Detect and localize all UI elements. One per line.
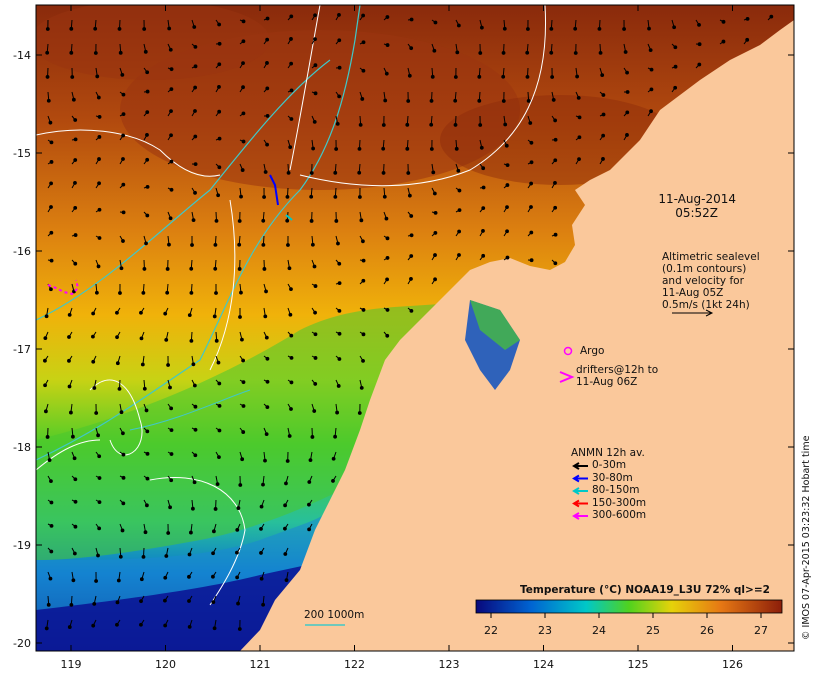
isobath-1000m: [36, 59, 331, 321]
y-axis-ticks: -14 -15 -16 -17 -18 -19 -20: [13, 49, 794, 650]
argo-marker: [563, 346, 573, 356]
colorbar-tick-label: 23: [538, 624, 552, 637]
y-tick-label: -17: [13, 343, 31, 356]
anmn-legend-item: 0-30m: [592, 459, 627, 471]
velocity-arrows: [43, 13, 774, 631]
x-tick-label: 123: [439, 658, 460, 671]
colorbar-tick-label: 24: [592, 624, 606, 637]
drifters-note: drifters@12h to 11-Aug 06Z: [576, 364, 658, 388]
altimetry-line-2: (0.1m contours): [662, 263, 747, 275]
altimetry-line-4: 11-Aug 05Z: [662, 287, 724, 299]
y-tick-label: -16: [13, 245, 31, 258]
contour-legend: 200 1000m: [304, 609, 365, 621]
x-tick-label: 124: [533, 658, 554, 671]
anmn-legend-item: 80-150m: [592, 484, 640, 496]
date-label: 11-Aug-2014: [658, 192, 736, 206]
anmn-legend-item: 30-80m: [592, 471, 633, 484]
y-tick-label: -14: [13, 49, 31, 62]
x-tick-label: 120: [155, 658, 176, 671]
colorbar-ticks: 22 23 24 25 26 27: [484, 613, 768, 637]
colorbar-tick-label: 22: [484, 624, 498, 637]
anmn-legend-item: 300-600m: [592, 509, 647, 521]
x-axis-ticks: 119 120 121 122 123 124 125 126: [61, 5, 743, 671]
copyright: © IMOS 07-Apr-2015 03:23:32 Hobart time: [801, 435, 812, 640]
y-tick-label: -20: [13, 637, 31, 650]
x-tick-label: 119: [61, 658, 82, 671]
x-tick-label: 125: [628, 658, 649, 671]
x-tick-label: 122: [344, 658, 365, 671]
anmn-legend-title: ANMN 12h av.: [571, 447, 645, 459]
timestamp: 11-Aug-2014 05:52Z: [640, 192, 736, 220]
drifter-marker: [559, 371, 575, 383]
anmn-legend-arrows: [572, 462, 588, 520]
x-tick-label: 121: [250, 658, 271, 671]
altimetry-line-1: Altimetric sealevel: [662, 251, 760, 263]
drifter-track: [47, 279, 80, 296]
drifters-line-2: 11-Aug 06Z: [576, 376, 638, 388]
drifters-line-1: drifters@12h to: [576, 364, 659, 376]
x-tick-label: 126: [722, 658, 743, 671]
colorbar-title: Temperature (°C) NOAA19_L3U 72% ql>=2: [520, 584, 770, 596]
y-tick-label: -19: [13, 539, 31, 552]
anmn-legend-item: 150-300m: [592, 496, 647, 509]
time-label: 05:52Z: [675, 206, 718, 220]
colorbar-tick-label: 25: [646, 624, 660, 637]
map-frame: [35, 4, 795, 652]
y-tick-label: -15: [13, 147, 31, 160]
colorbar-tick-label: 26: [700, 624, 714, 637]
land-mass: [240, 5, 794, 651]
altimetry-line-3: and velocity for: [662, 275, 744, 287]
y-tick-label: -18: [13, 441, 31, 454]
colorbar: [475, 599, 783, 614]
altimetry-line-5: 0.5m/s (1kt 24h): [662, 299, 750, 311]
argo-label: Argo: [580, 345, 605, 357]
colorbar-tick-label: 27: [754, 624, 768, 637]
altimetry-note: Altimetric sealevel (0.1m contours) and …: [662, 251, 760, 311]
